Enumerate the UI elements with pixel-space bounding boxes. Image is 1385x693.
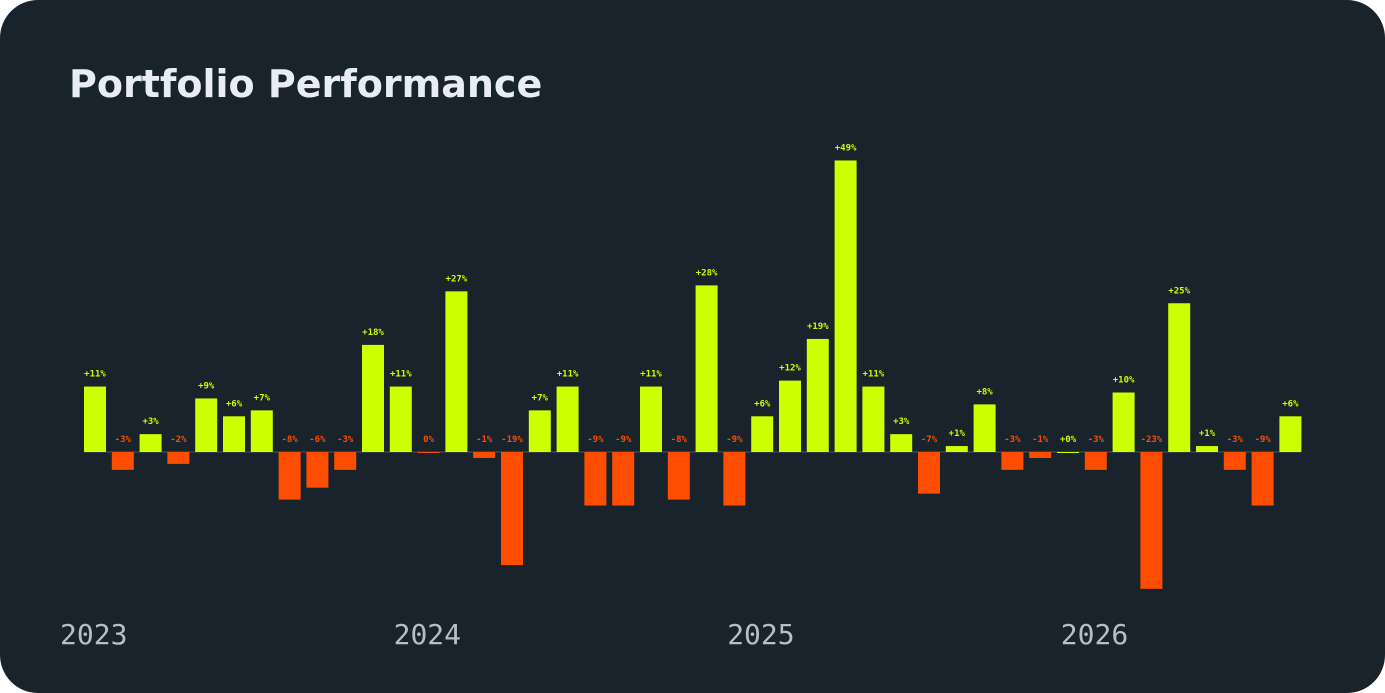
bar-3 (167, 452, 190, 464)
bar-label-28: +11% (863, 370, 885, 380)
bar-42 (1251, 452, 1274, 506)
bar-label-10: +18% (362, 328, 384, 338)
year-label-2026: 2026 (1061, 618, 1128, 651)
bar-15 (501, 452, 523, 566)
bar-label-25: +12% (779, 364, 801, 374)
bar-1 (111, 452, 134, 470)
bar-16 (528, 410, 551, 452)
bar-18 (584, 452, 607, 506)
bar-label-26: +19% (807, 322, 829, 332)
bar-label-7: -8% (281, 435, 298, 445)
bar-label-15: -19% (501, 435, 523, 445)
bar-17 (556, 386, 579, 452)
bar-label-20: +11% (640, 370, 662, 380)
bar-label-17: +11% (557, 370, 579, 380)
bar-13 (445, 291, 468, 452)
year-label-2024: 2024 (394, 618, 461, 651)
bar-32 (973, 404, 996, 452)
bar-27 (834, 160, 857, 452)
bar-label-3: -2% (170, 435, 187, 445)
bar-24 (751, 416, 774, 452)
bar-label-37: +10% (1113, 376, 1135, 386)
bar-4 (195, 398, 218, 452)
bar-label-32: +8% (976, 387, 993, 397)
bar-37 (1112, 392, 1135, 452)
bar-11 (389, 386, 412, 452)
bar-6 (250, 410, 273, 452)
bar-label-29: +3% (893, 417, 910, 427)
bar-label-30: -7% (921, 435, 938, 445)
bar-label-31: +1% (949, 429, 966, 439)
bar-43 (1279, 416, 1302, 452)
bar-label-33: -3% (1004, 435, 1021, 445)
bar-28 (862, 386, 885, 452)
bar-9 (334, 452, 357, 470)
bar-5 (223, 416, 245, 452)
bar-10 (362, 344, 384, 452)
bar-label-41: -3% (1227, 435, 1244, 445)
bar-label-1: -3% (115, 435, 132, 445)
bar-25 (779, 380, 801, 452)
bar-21 (667, 452, 690, 500)
bar-label-24: +6% (754, 399, 771, 409)
bar-label-35: +0% (1060, 435, 1077, 445)
bar-label-34: -1% (1032, 435, 1049, 445)
bar-label-36: -3% (1088, 435, 1105, 445)
bar-label-13: +27% (446, 274, 468, 284)
bar-7 (278, 452, 301, 500)
bar-label-8: -6% (309, 435, 326, 445)
bar-20 (640, 386, 662, 452)
bar-label-38: -23% (1141, 435, 1163, 445)
bar-label-22: +28% (696, 268, 718, 278)
bar-label-40: +1% (1199, 429, 1216, 439)
bar-26 (806, 338, 829, 452)
year-label-2025: 2025 (727, 618, 794, 651)
bar-34 (1029, 452, 1052, 458)
bar-label-2: +3% (142, 417, 159, 427)
bar-label-9: -3% (337, 435, 354, 445)
bar-0 (84, 386, 106, 452)
bar-label-0: +11% (84, 370, 106, 380)
bar-14 (473, 452, 496, 458)
bar-12 (417, 452, 440, 453)
bar-label-5: +6% (226, 399, 243, 409)
bar-19 (612, 452, 635, 506)
bar-label-21: -8% (671, 435, 688, 445)
bar-label-14: -1% (476, 435, 493, 445)
bar-label-39: +25% (1168, 286, 1190, 296)
bar-29 (890, 434, 913, 452)
bar-label-16: +7% (532, 393, 549, 403)
bar-label-12: 0% (423, 435, 434, 445)
year-label-2023: 2023 (60, 618, 127, 651)
bar-36 (1084, 452, 1107, 470)
bar-8 (306, 452, 329, 488)
bar-23 (723, 452, 746, 506)
bar-label-11: +11% (390, 370, 412, 380)
bar-33 (1001, 452, 1024, 470)
bar-label-42: -9% (1254, 435, 1271, 445)
bar-2 (139, 434, 162, 452)
chart-title: Portfolio Performance (69, 62, 543, 106)
bar-35 (1057, 452, 1079, 453)
bar-label-4: +9% (198, 381, 215, 391)
bar-40 (1196, 446, 1218, 452)
bar-31 (945, 446, 968, 452)
bar-41 (1223, 452, 1246, 470)
bar-39 (1168, 303, 1191, 452)
bar-22 (695, 285, 718, 452)
bar-38 (1140, 452, 1163, 589)
bar-label-18: -9% (587, 435, 604, 445)
bar-label-27: +49% (835, 143, 857, 153)
bar-label-6: +7% (254, 393, 271, 403)
bar-label-19: -9% (615, 435, 632, 445)
bar-30 (918, 452, 940, 494)
bar-label-23: -9% (726, 435, 743, 445)
bar-label-43: +6% (1282, 399, 1299, 409)
